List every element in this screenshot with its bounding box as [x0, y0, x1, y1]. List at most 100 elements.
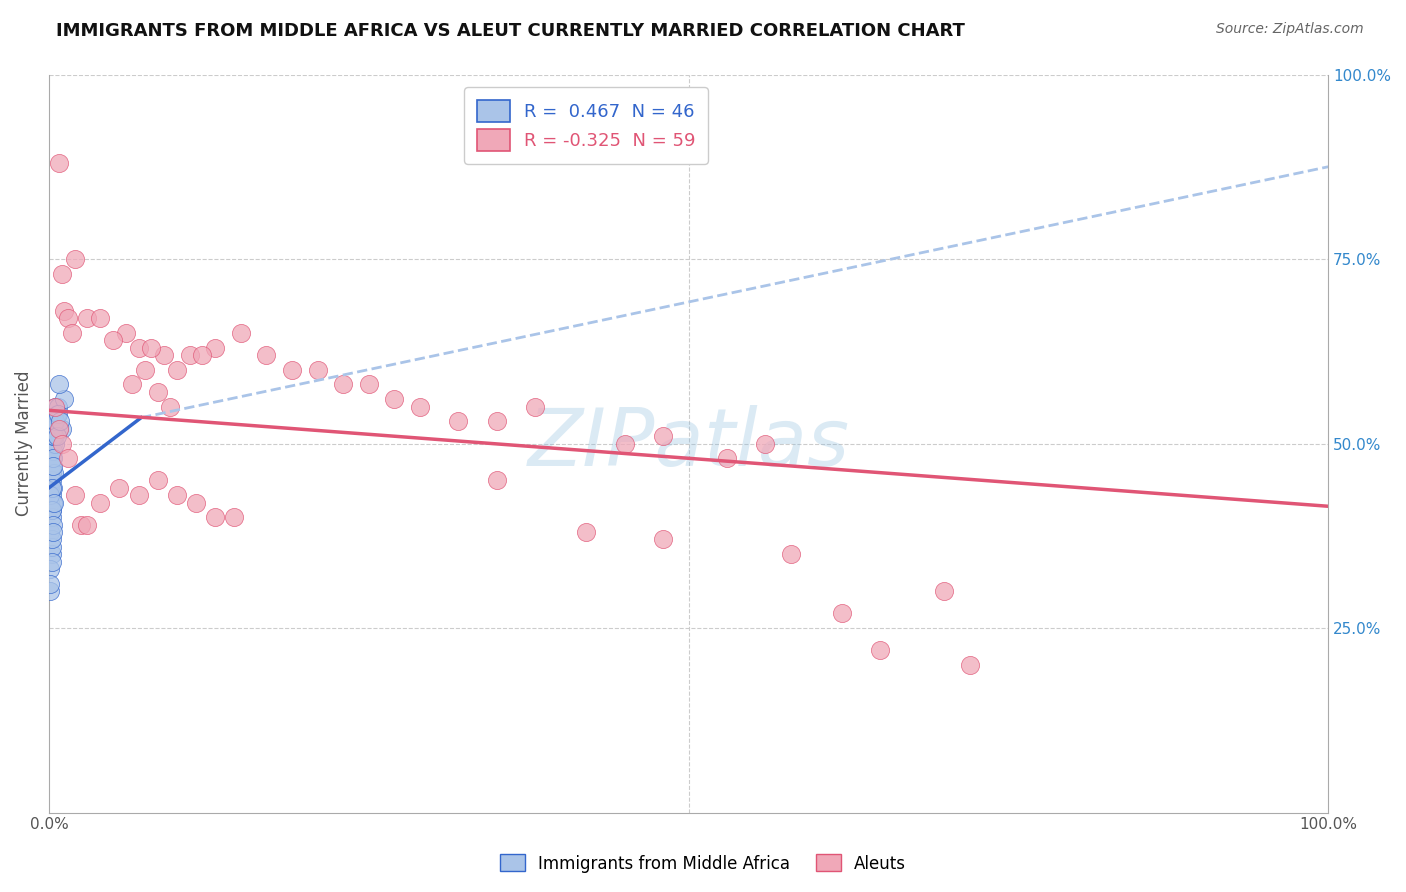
Point	[108, 481, 131, 495]
Point	[114, 326, 136, 340]
Point	[41, 474, 63, 488]
Point	[53, 392, 76, 407]
Point	[44, 400, 66, 414]
Point	[51, 436, 73, 450]
Point	[357, 377, 380, 392]
Point	[128, 488, 150, 502]
Point	[39, 562, 62, 576]
Point	[49, 414, 72, 428]
Point	[42, 517, 65, 532]
Point	[39, 584, 62, 599]
Point	[42, 451, 65, 466]
Point	[45, 407, 67, 421]
Point	[42, 481, 65, 495]
Point	[41, 451, 63, 466]
Point	[146, 384, 169, 399]
Point	[39, 576, 62, 591]
Point	[89, 495, 111, 509]
Point	[48, 377, 70, 392]
Point	[121, 377, 143, 392]
Point	[128, 341, 150, 355]
Point	[56, 451, 79, 466]
Point	[42, 525, 65, 540]
Point	[184, 495, 207, 509]
Point	[524, 400, 547, 414]
Point	[60, 326, 83, 340]
Point	[63, 488, 86, 502]
Point	[204, 510, 226, 524]
Point	[652, 533, 675, 547]
Text: Source: ZipAtlas.com: Source: ZipAtlas.com	[1216, 22, 1364, 37]
Y-axis label: Currently Married: Currently Married	[15, 371, 32, 516]
Point	[166, 488, 188, 502]
Point	[575, 525, 598, 540]
Point	[42, 422, 65, 436]
Point	[70, 517, 93, 532]
Point	[613, 436, 636, 450]
Point	[48, 156, 70, 170]
Point	[56, 311, 79, 326]
Point	[42, 466, 65, 480]
Point	[159, 400, 181, 414]
Point	[39, 525, 62, 540]
Point	[41, 503, 63, 517]
Point	[41, 540, 63, 554]
Point	[46, 400, 69, 414]
Point	[76, 311, 98, 326]
Point	[41, 555, 63, 569]
Point	[42, 444, 65, 458]
Text: ZIPatlas: ZIPatlas	[527, 405, 849, 483]
Point	[44, 414, 66, 428]
Point	[51, 267, 73, 281]
Point	[48, 422, 70, 436]
Point	[42, 414, 65, 428]
Point	[42, 429, 65, 443]
Point	[42, 495, 65, 509]
Point	[179, 348, 201, 362]
Point	[41, 458, 63, 473]
Point	[869, 643, 891, 657]
Point	[485, 474, 508, 488]
Point	[42, 429, 65, 443]
Point	[41, 488, 63, 502]
Point	[44, 436, 66, 450]
Point	[39, 481, 62, 495]
Point	[63, 252, 86, 266]
Point	[41, 466, 63, 480]
Point	[41, 533, 63, 547]
Point	[485, 414, 508, 428]
Point	[46, 407, 69, 421]
Point	[191, 348, 214, 362]
Point	[716, 451, 738, 466]
Text: IMMIGRANTS FROM MIDDLE AFRICA VS ALEUT CURRENTLY MARRIED CORRELATION CHART: IMMIGRANTS FROM MIDDLE AFRICA VS ALEUT C…	[56, 22, 965, 40]
Point	[42, 458, 65, 473]
Point	[447, 414, 470, 428]
Point	[51, 422, 73, 436]
Point	[409, 400, 432, 414]
Point	[101, 333, 124, 347]
Point	[281, 362, 304, 376]
Point	[146, 474, 169, 488]
Point	[48, 422, 70, 436]
Point	[41, 547, 63, 561]
Point	[959, 657, 981, 672]
Point	[307, 362, 329, 376]
Point	[53, 303, 76, 318]
Point	[831, 607, 853, 621]
Point	[652, 429, 675, 443]
Point	[382, 392, 405, 407]
Point	[204, 341, 226, 355]
Point	[42, 495, 65, 509]
Point	[42, 436, 65, 450]
Point	[39, 488, 62, 502]
Point	[39, 495, 62, 509]
Point	[153, 348, 176, 362]
Point	[134, 362, 156, 376]
Point	[45, 429, 67, 443]
Point	[76, 517, 98, 532]
Point	[224, 510, 246, 524]
Point	[41, 481, 63, 495]
Point	[780, 547, 803, 561]
Point	[254, 348, 277, 362]
Point	[41, 503, 63, 517]
